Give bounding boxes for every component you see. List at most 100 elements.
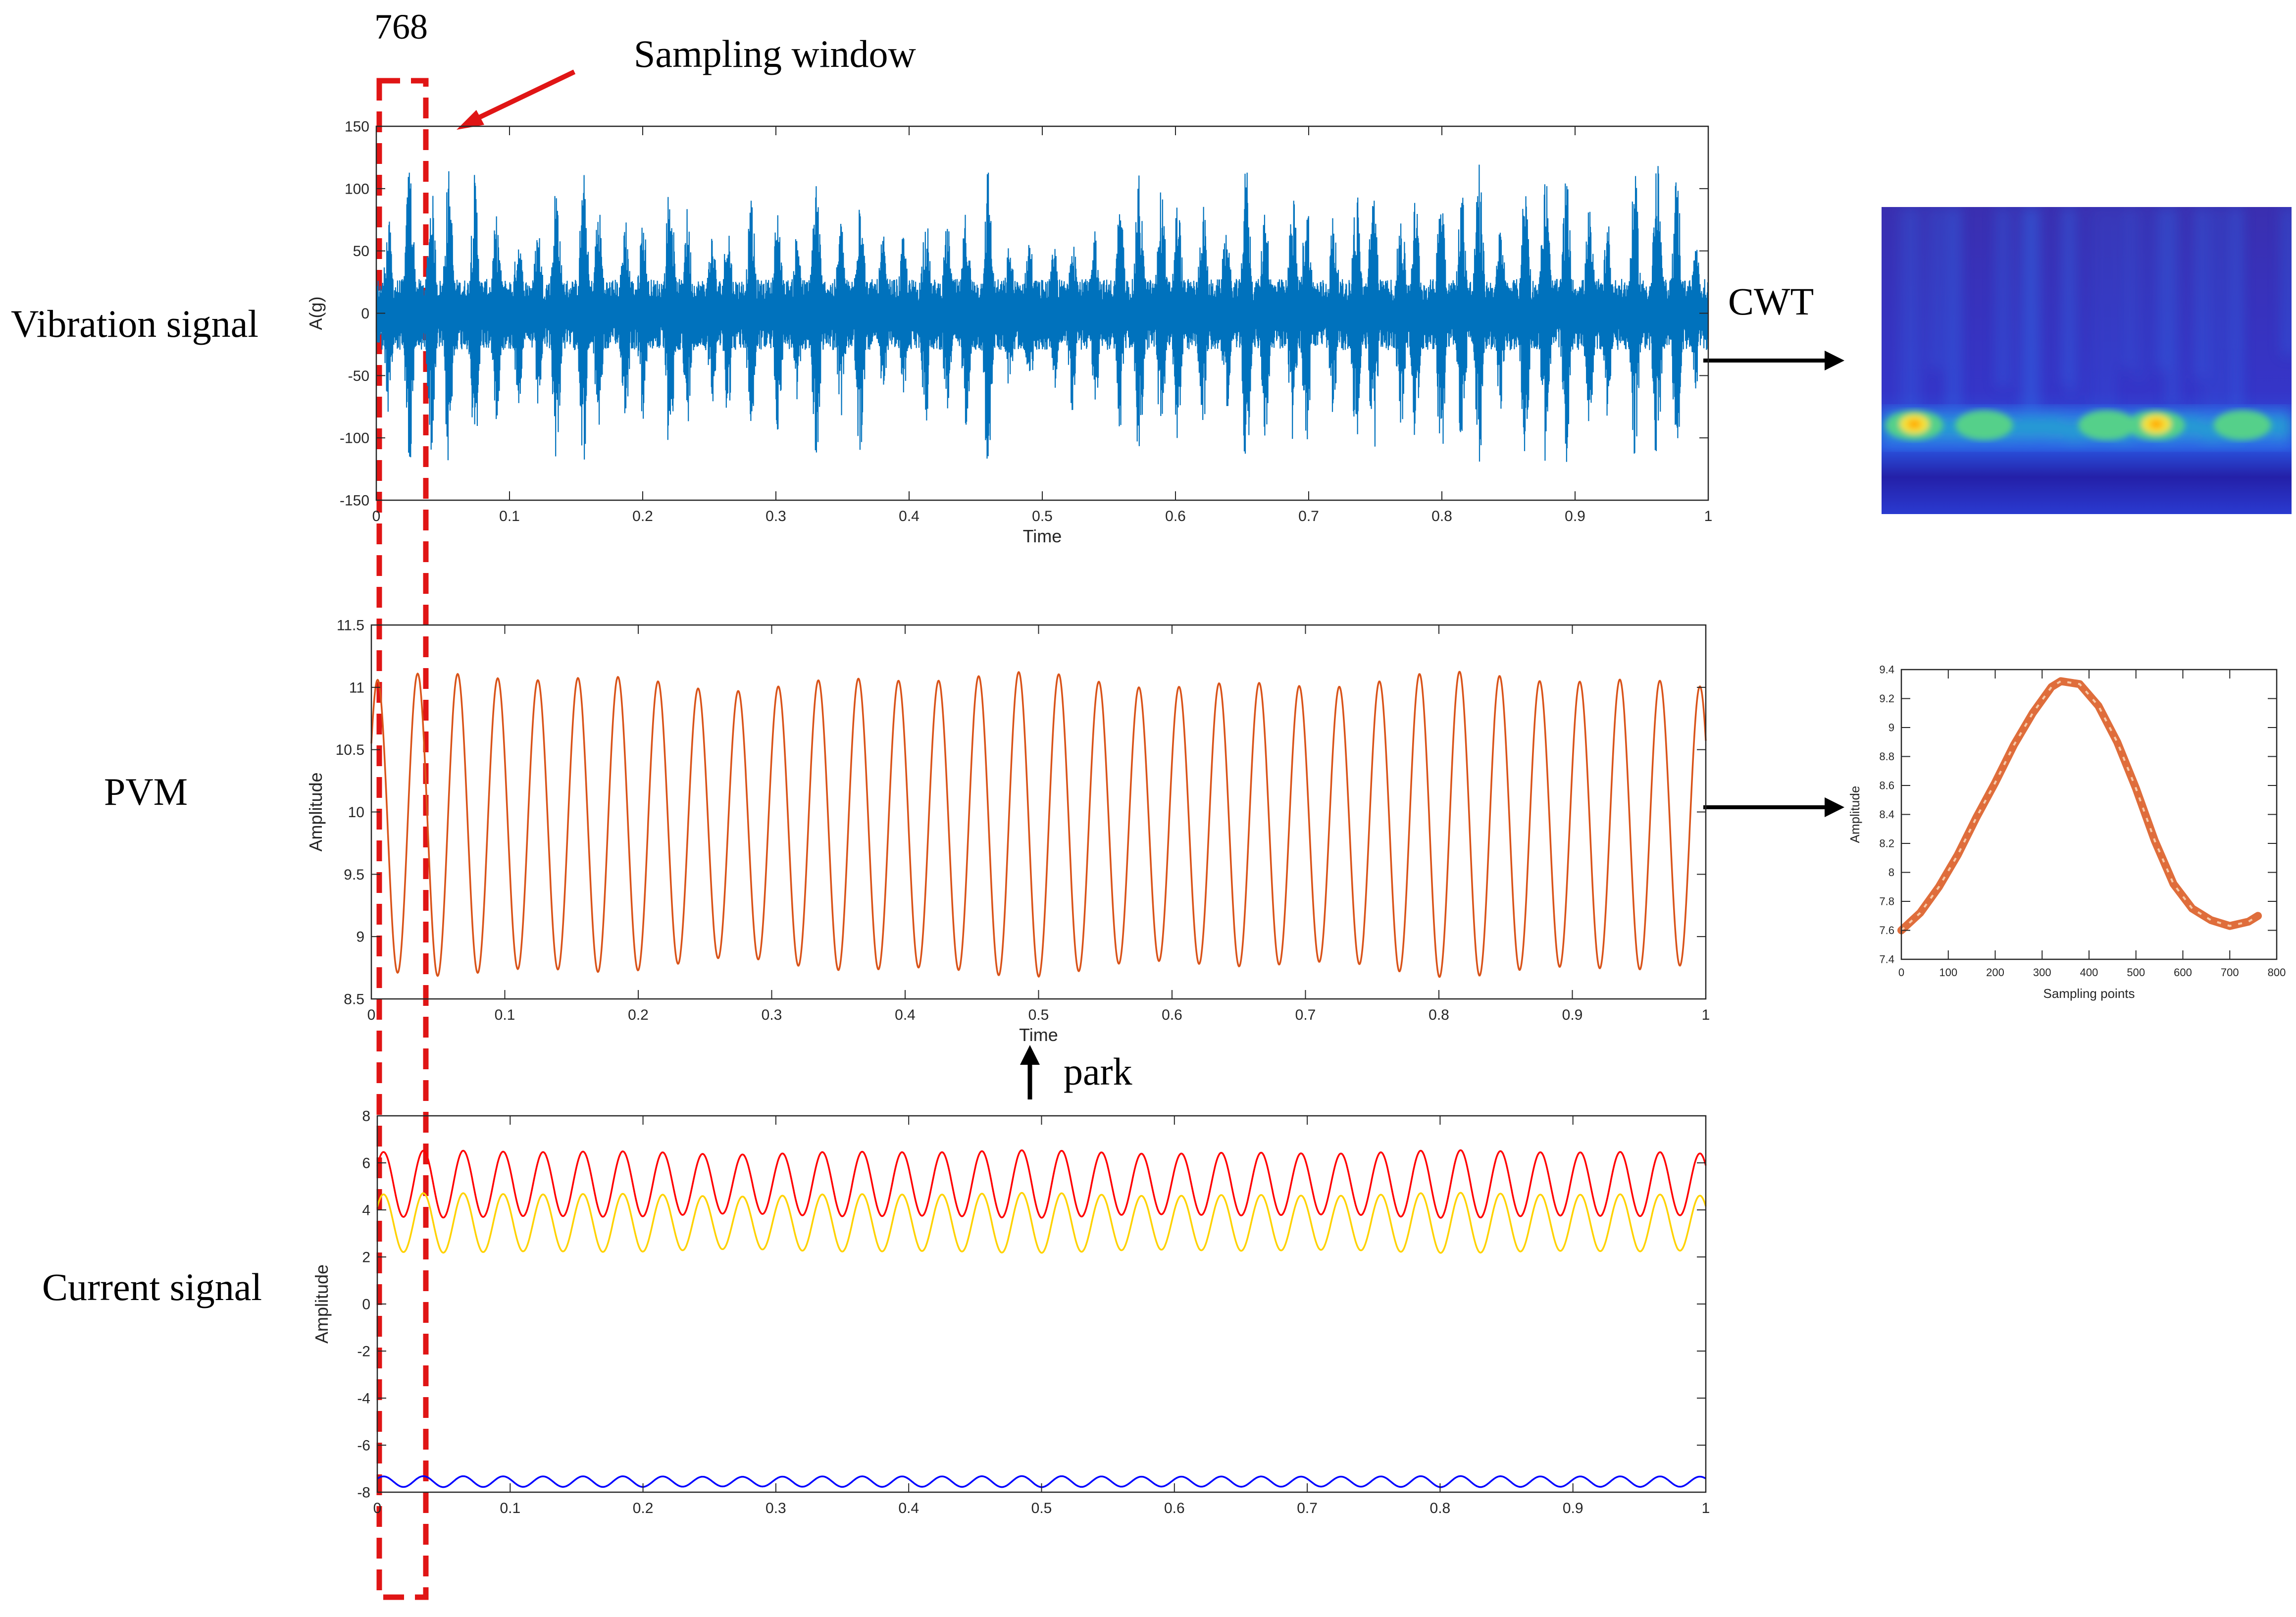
cwt-streak (2168, 207, 2177, 406)
current-xtick-label: 0.8 (1430, 1500, 1451, 1516)
pvm-window-xtick-label: 300 (2033, 966, 2051, 979)
current-ytick-label: 0 (362, 1297, 370, 1313)
pvm-series-0 (370, 671, 1707, 978)
pvm-window-ytick-label: 8.4 (1879, 808, 1894, 821)
pvm-window-xtick-label: 100 (1939, 966, 1957, 979)
cwt-streak (1996, 207, 2010, 387)
cwt-streak (2123, 207, 2131, 370)
current-chart: 0 0.1 0.2 0.3 0.4 0.5 0.6 0.7 0.8 0.9 1 -8 -6 -4 -2 0 2 4… (311, 1108, 1710, 1517)
pvm-window-xtick-label: 200 (1986, 966, 2004, 979)
current-xtick-label: 1 (1702, 1500, 1710, 1516)
vibration-ytick-label: 50 (353, 243, 369, 260)
sampling-window-arrow (457, 69, 576, 130)
cwt-scalogram (1882, 207, 2292, 514)
current-ytick-label: -4 (357, 1391, 370, 1407)
pvm-xtick-label: 0.7 (1295, 1007, 1316, 1023)
vibration-ytick-label: -150 (340, 493, 369, 509)
cwt-streak (1908, 207, 1918, 431)
row-label-pvm: PVM (104, 770, 188, 813)
vibration-xtick-label: 0.4 (899, 508, 919, 524)
current-ytick-label: -2 (357, 1344, 370, 1360)
pvm-window-xtick-label: 800 (2268, 966, 2286, 979)
current-ytick-label: 8 (362, 1108, 370, 1125)
cwt-label: CWT (1728, 280, 1814, 323)
pvm-ytick-label: 10.5 (336, 742, 364, 758)
vibration-xtick-label: 0.5 (1032, 508, 1053, 524)
pvm-xtick-label: 0.1 (495, 1007, 515, 1023)
vibration-xtick-label: 0.8 (1431, 508, 1452, 524)
row-label-current: Current signal (42, 1265, 262, 1308)
current-xtick-label: 0.9 (1563, 1500, 1583, 1516)
vibration-xtick-label: 1 (1704, 508, 1713, 524)
pvm-window-ytick-label: 7.4 (1879, 953, 1894, 966)
cwt-streak (2194, 207, 2207, 378)
pvm-xtick-label: 0.5 (1028, 1007, 1049, 1023)
pvm-ylabel: Amplitude (306, 772, 326, 851)
pvm-axes-box (370, 624, 1707, 1000)
vibration-xtick-label: 0.7 (1298, 508, 1319, 524)
current-series-1 (376, 1192, 1707, 1254)
current-xtick-label: 0 (373, 1500, 382, 1516)
current-ytick-label: 4 (362, 1202, 370, 1219)
cwt-streak (1930, 207, 1941, 369)
pvm-chart: 0 0.1 0.2 0.3 0.4 0.5 0.6 0.7 0.8 0.9 1 8.5 9 9.5 10 10… (306, 618, 1710, 1045)
current-ytick-label: -8 (357, 1485, 370, 1501)
window-size-label: 768 (374, 7, 428, 47)
cwt-ridge-blob (2016, 416, 2043, 438)
current-axes-box (376, 1115, 1707, 1493)
pvm-window-chart: 0 100 200 300 400 500 600 700 800 7.4 7.6 7.8 8 8.2 8.… (1847, 664, 2286, 1001)
cwt-hotspot-peak (1907, 419, 1922, 429)
pvm-window-ytick-label: 7.8 (1879, 895, 1894, 908)
cwt-ridge-blob (2266, 416, 2292, 438)
pvm-ytick-label: 9 (356, 929, 364, 945)
current-ytick-label: 6 (362, 1155, 370, 1172)
pvm-window-ytick-label: 9.2 (1879, 692, 1894, 705)
pvm-window-series-0 (1897, 677, 2262, 935)
pvm-xlabel: Time (1019, 1025, 1058, 1045)
pvm-window-series-0-texture (1900, 680, 2259, 931)
pvm-window-ytick-label: 8.6 (1879, 780, 1894, 792)
pvm-window-ylabel: Amplitude (1847, 786, 1862, 843)
current-xtick-label: 0.6 (1164, 1500, 1185, 1516)
park-arrow (1020, 1045, 1040, 1099)
current-xtick-label: 0.1 (500, 1500, 520, 1516)
pvm-ytick-label: 9.5 (344, 867, 364, 883)
pvm-xtick-label: 0.2 (628, 1007, 649, 1023)
vibration-ytick-label: 150 (345, 119, 369, 135)
pvm-xtick-label: 0.4 (895, 1007, 916, 1023)
pvm-window-arrow (1703, 797, 1844, 817)
cwt-streak (2214, 207, 2221, 417)
vibration-xtick-label: 0.2 (632, 508, 653, 524)
current-xtick-label: 0.5 (1031, 1500, 1052, 1516)
vibration-xlabel: Time (1023, 526, 1062, 546)
pvm-window-xtick-label: 400 (2080, 966, 2098, 979)
sampling-window-box (376, 78, 429, 1600)
current-xtick-label: 0.3 (765, 1500, 786, 1516)
pvm-window-ytick-label: 9 (1888, 722, 1894, 734)
cwt-streak (2068, 207, 2075, 395)
vibration-ylabel: A(g) (306, 296, 326, 330)
vibration-xtick-label: 0 (372, 508, 381, 524)
pvm-window-axes-box (1900, 669, 2278, 960)
vibration-ytick-label: 100 (345, 181, 369, 197)
vibration-xtick-label: 0.6 (1165, 508, 1186, 524)
current-ylabel: Amplitude (311, 1264, 332, 1344)
pvm-xtick-label: 0.3 (762, 1007, 782, 1023)
cwt-hotspot (2078, 410, 2136, 440)
pvm-ytick-label: 8.5 (344, 991, 364, 1008)
cwt-streak (2234, 207, 2241, 407)
cwt-streak (2155, 207, 2167, 370)
pvm-window-ytick-label: 8.8 (1879, 750, 1894, 763)
vibration-chart: 0 0.1 0.2 0.3 0.4 0.5 0.6 0.7 0.8 0.9 1 -150 -100 -50… (306, 119, 1712, 547)
pvm-xtick-label: 0 (367, 1007, 376, 1023)
park-label: park (1064, 1050, 1132, 1093)
pvm-window-xlabel: Sampling points (2043, 986, 2135, 1001)
current-xtick-label: 0.7 (1297, 1500, 1318, 1516)
pvm-xtick-label: 1 (1702, 1007, 1710, 1023)
vibration-ytick-label: -100 (340, 430, 369, 447)
cwt-hotspot (2213, 410, 2271, 440)
row-label-vibration: Vibration signal (11, 302, 258, 345)
current-xtick-label: 0.2 (633, 1500, 654, 1516)
vibration-series-0 (375, 164, 1709, 462)
cwt-streak (1899, 207, 1907, 411)
